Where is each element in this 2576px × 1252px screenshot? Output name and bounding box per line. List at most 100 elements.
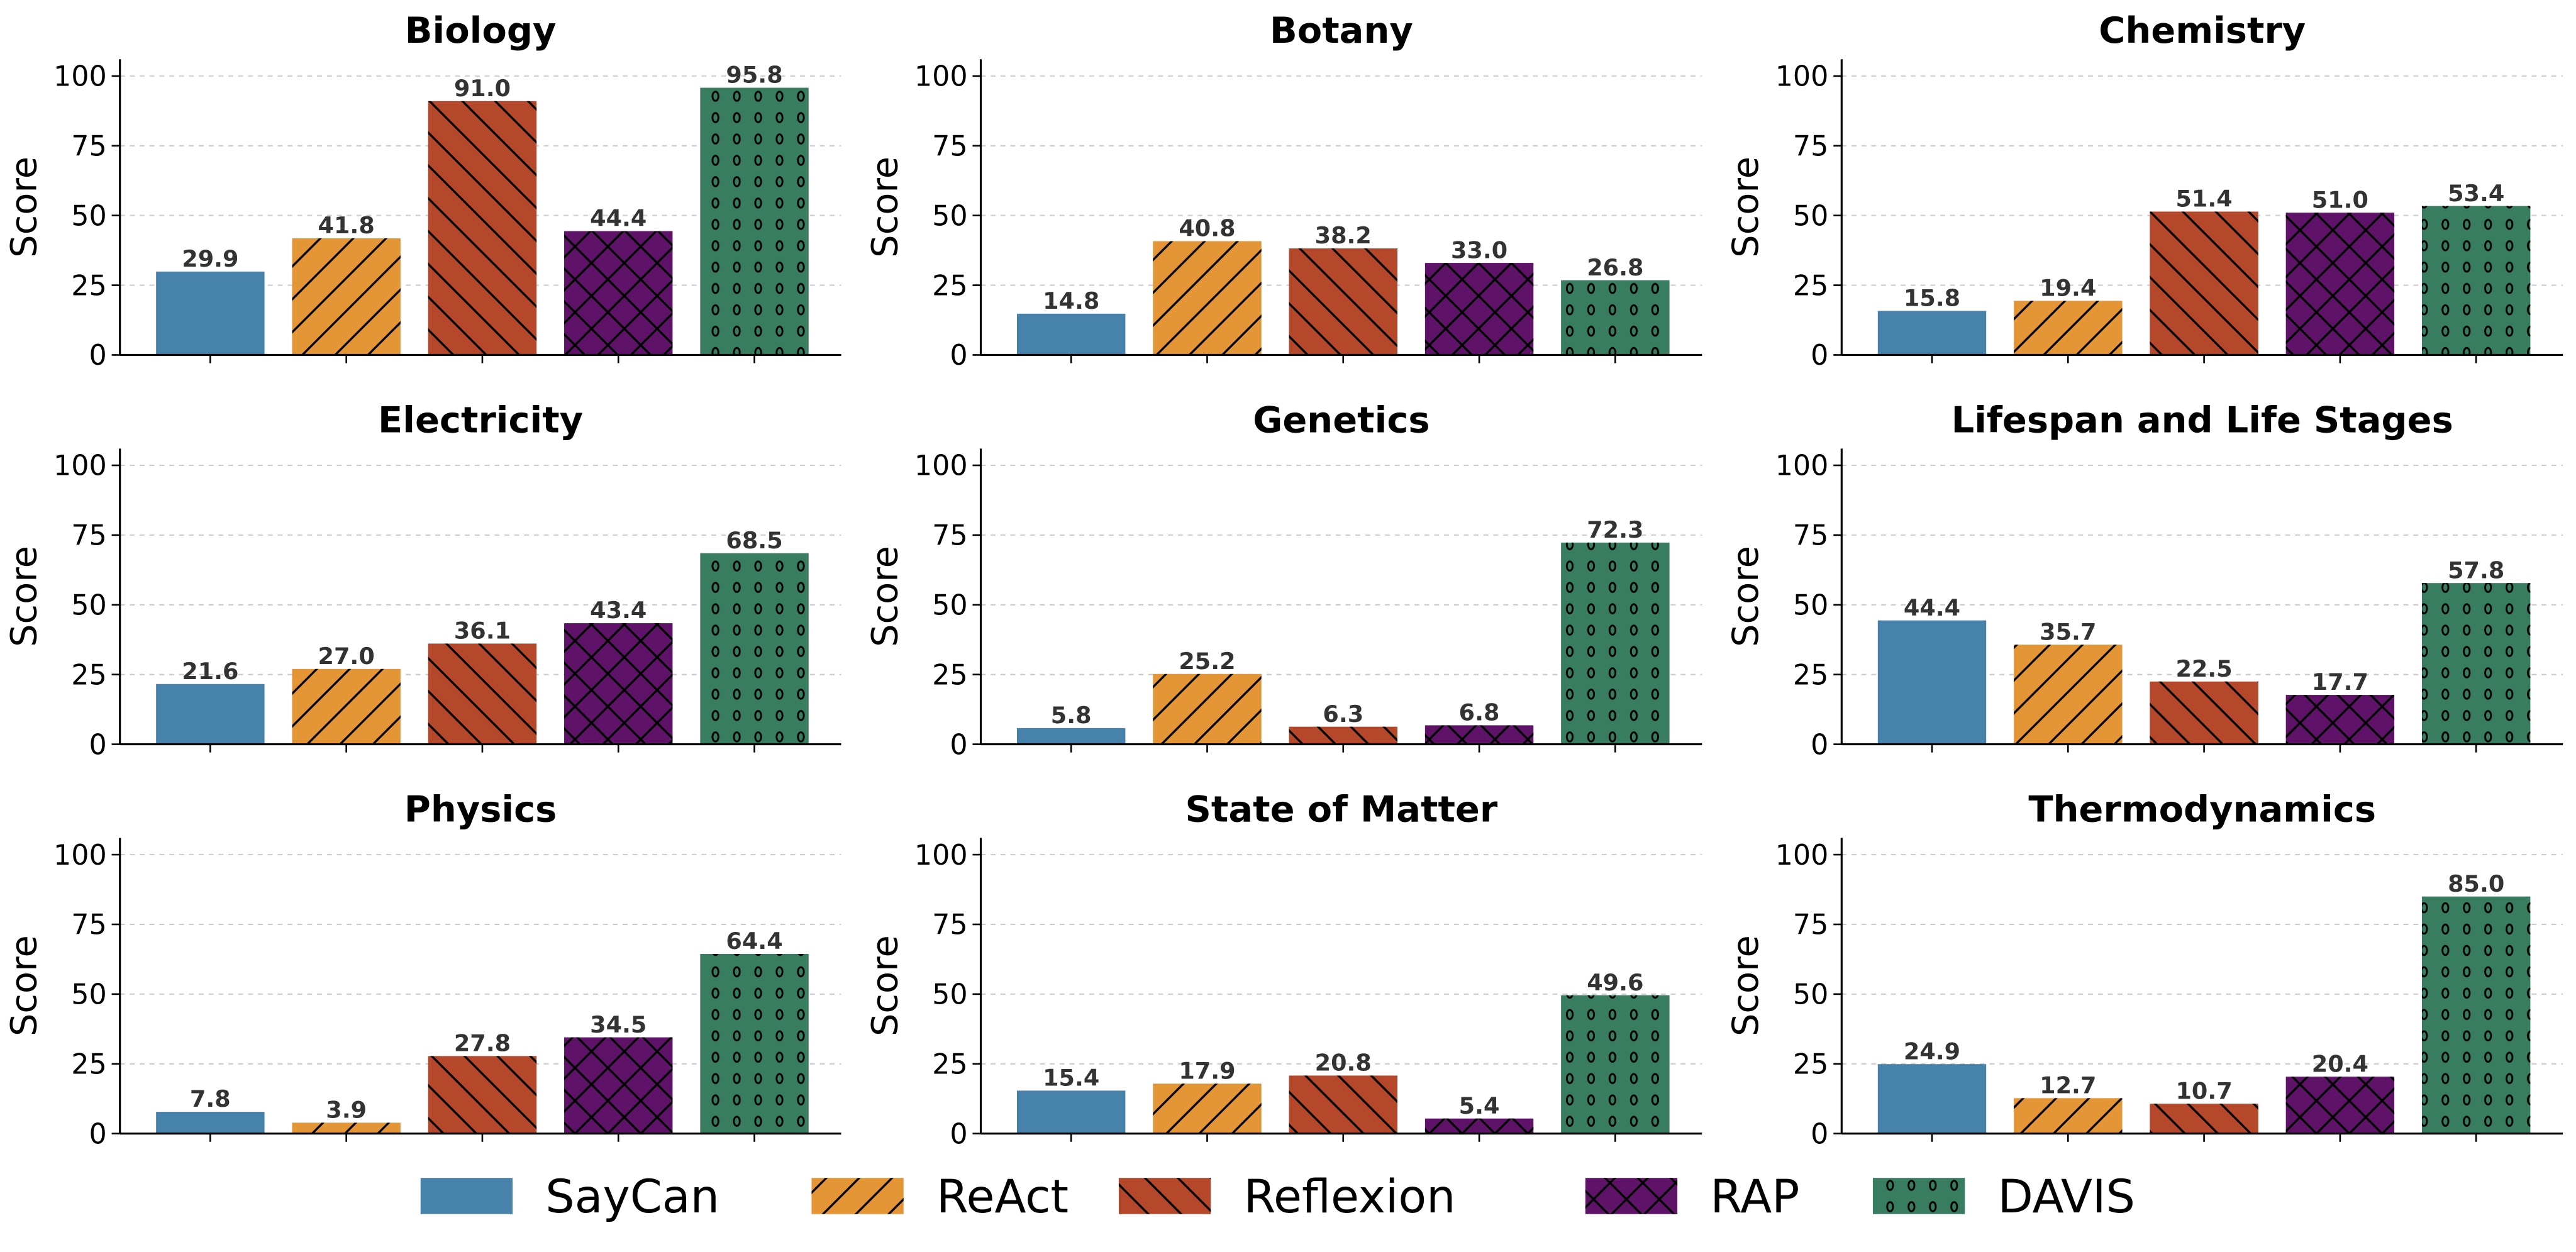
bar-hatch	[292, 238, 401, 355]
y-tick-label: 100	[53, 61, 107, 93]
bar-hatch	[2285, 1077, 2395, 1134]
y-axis-label: Score	[863, 157, 906, 258]
y-tick-label: 100	[914, 839, 968, 872]
data-label: 21.6	[182, 658, 238, 685]
y-tick-label: 50	[71, 589, 106, 621]
bar-hatch	[2014, 301, 2123, 355]
subplot-title: Genetics	[1253, 399, 1430, 441]
bar-hatch	[2421, 206, 2531, 355]
y-tick-label: 75	[71, 909, 106, 941]
data-label: 19.4	[2040, 275, 2096, 302]
legend-swatch-hatch	[811, 1178, 904, 1214]
y-tick-label: 0	[1811, 1118, 1828, 1150]
y-tick-label: 50	[932, 589, 968, 621]
subplot-title: Electricity	[378, 399, 583, 441]
data-label: 15.8	[1904, 285, 1960, 312]
subplot-electricity: Electricity 0 25 50 75 100 Score 21.6 27.0 36.1 43…	[3, 399, 841, 761]
legend-item-react: ReAct	[811, 1170, 1069, 1224]
y-tick-label: 25	[932, 1048, 968, 1080]
y-tick-label: 0	[1811, 340, 1828, 372]
bar-hatch	[564, 231, 673, 355]
data-label: 14.8	[1043, 287, 1099, 314]
y-tick-label: 100	[914, 61, 968, 93]
bar-hatch	[2014, 645, 2123, 745]
bar-hatch	[292, 1122, 401, 1134]
subplot-physics: Physics 0 25 50 75 100 Score 7.8 3.9 27.8 34.5 64.4	[3, 788, 841, 1150]
data-label: 6.3	[1323, 701, 1363, 728]
bar-saycan	[1016, 313, 1126, 355]
subplot-genetics: Genetics 0 25 50 75 100 Score 5.8 25.2 6.3 6.8 72.3	[863, 399, 1702, 761]
bar-hatch	[2150, 681, 2258, 745]
subplot-title: Thermodynamics	[2028, 788, 2376, 830]
data-label: 25.2	[1179, 648, 1235, 675]
bar-hatch	[700, 553, 809, 745]
data-label: 10.7	[2175, 1077, 2232, 1104]
data-label: 64.4	[726, 928, 782, 955]
data-label: 3.9	[326, 1097, 367, 1124]
legend-label: DAVIS	[1997, 1170, 2135, 1224]
y-tick-label: 50	[71, 979, 106, 1011]
legend-label: Reflexion	[1243, 1170, 1455, 1224]
legend: SayCan ReAct Reflexion RAP DAVIS	[420, 1170, 2135, 1224]
legend-label: SayCan	[545, 1170, 719, 1224]
data-label: 35.7	[2040, 618, 2096, 645]
bar-saycan	[156, 271, 265, 355]
bar-hatch	[428, 643, 537, 745]
data-label: 5.4	[1459, 1092, 1500, 1119]
bar-saycan	[1877, 311, 1987, 355]
y-tick-label: 75	[932, 520, 968, 552]
data-label: 15.4	[1043, 1065, 1099, 1092]
y-tick-label: 25	[932, 270, 968, 302]
bar-hatch	[1424, 1118, 1534, 1134]
data-label: 27.0	[318, 643, 375, 670]
bar-hatch	[2150, 1104, 2258, 1134]
subplot-state-of-matter: State of Matter 0 25 50 75 100 Score 15.4 17.9 20…	[863, 788, 1702, 1150]
subplot-thermodynamics: Thermodynamics 0 25 50 75 100 Score 24.9 12.7 10.…	[1724, 788, 2563, 1150]
y-tick-label: 100	[53, 450, 107, 482]
y-tick-label: 100	[1775, 839, 1829, 872]
subplot-title: Chemistry	[2099, 9, 2306, 52]
y-tick-label: 0	[89, 729, 107, 761]
bar-hatch	[1424, 263, 1534, 355]
legend-swatch-hatch	[1118, 1178, 1211, 1214]
y-tick-label: 25	[71, 659, 106, 691]
bar-hatch	[1289, 726, 1397, 745]
y-tick-label: 75	[932, 909, 968, 941]
y-tick-label: 0	[950, 729, 967, 761]
bar-hatch	[292, 668, 401, 745]
legend-label: ReAct	[936, 1170, 1069, 1224]
y-axis-label: Score	[863, 935, 906, 1036]
subplot-title: Physics	[404, 788, 557, 830]
bar-hatch	[1153, 673, 1262, 745]
data-label: 85.0	[2448, 870, 2504, 897]
y-tick-label: 25	[71, 270, 106, 302]
y-tick-label: 25	[1793, 659, 1829, 691]
bar-hatch	[2150, 211, 2258, 355]
y-axis-label: Score	[863, 546, 906, 647]
subplot-title: Botany	[1270, 9, 1413, 52]
bar-hatch	[1289, 1075, 1397, 1134]
data-label: 12.7	[2040, 1072, 2096, 1099]
data-label: 95.8	[726, 62, 782, 89]
data-label: 6.8	[1459, 699, 1500, 726]
bar-hatch	[1424, 725, 1534, 745]
bar-hatch	[2421, 583, 2531, 745]
data-label: 20.4	[2312, 1050, 2368, 1077]
y-tick-label: 0	[950, 1118, 967, 1150]
data-label: 57.8	[2448, 557, 2504, 584]
bar-hatch	[428, 1056, 537, 1134]
y-tick-label: 75	[1793, 520, 1829, 552]
bar-hatch	[1153, 1083, 1262, 1134]
bar-hatch	[1289, 248, 1397, 355]
subplot-lifespan-and-life-stages: Lifespan and Life Stages 0 25 50 75 100 Score 4…	[1724, 399, 2563, 761]
bar-hatch	[1561, 995, 1670, 1134]
bar-hatch	[2421, 896, 2531, 1134]
bar-hatch	[2285, 213, 2395, 355]
legend-item-davis: DAVIS	[1872, 1170, 2135, 1224]
subplots: Biology 0 25 50 75 100 Score 29.9 41.8 91.0 44.4 95…	[3, 9, 2563, 1150]
y-tick-label: 50	[932, 200, 968, 232]
subplot-botany: Botany 0 25 50 75 100 Score 14.8 40.8 38.2 33.0 26.…	[863, 9, 1702, 372]
bar-hatch	[700, 87, 809, 355]
y-tick-label: 0	[89, 1118, 107, 1150]
data-label: 72.3	[1587, 516, 1643, 543]
